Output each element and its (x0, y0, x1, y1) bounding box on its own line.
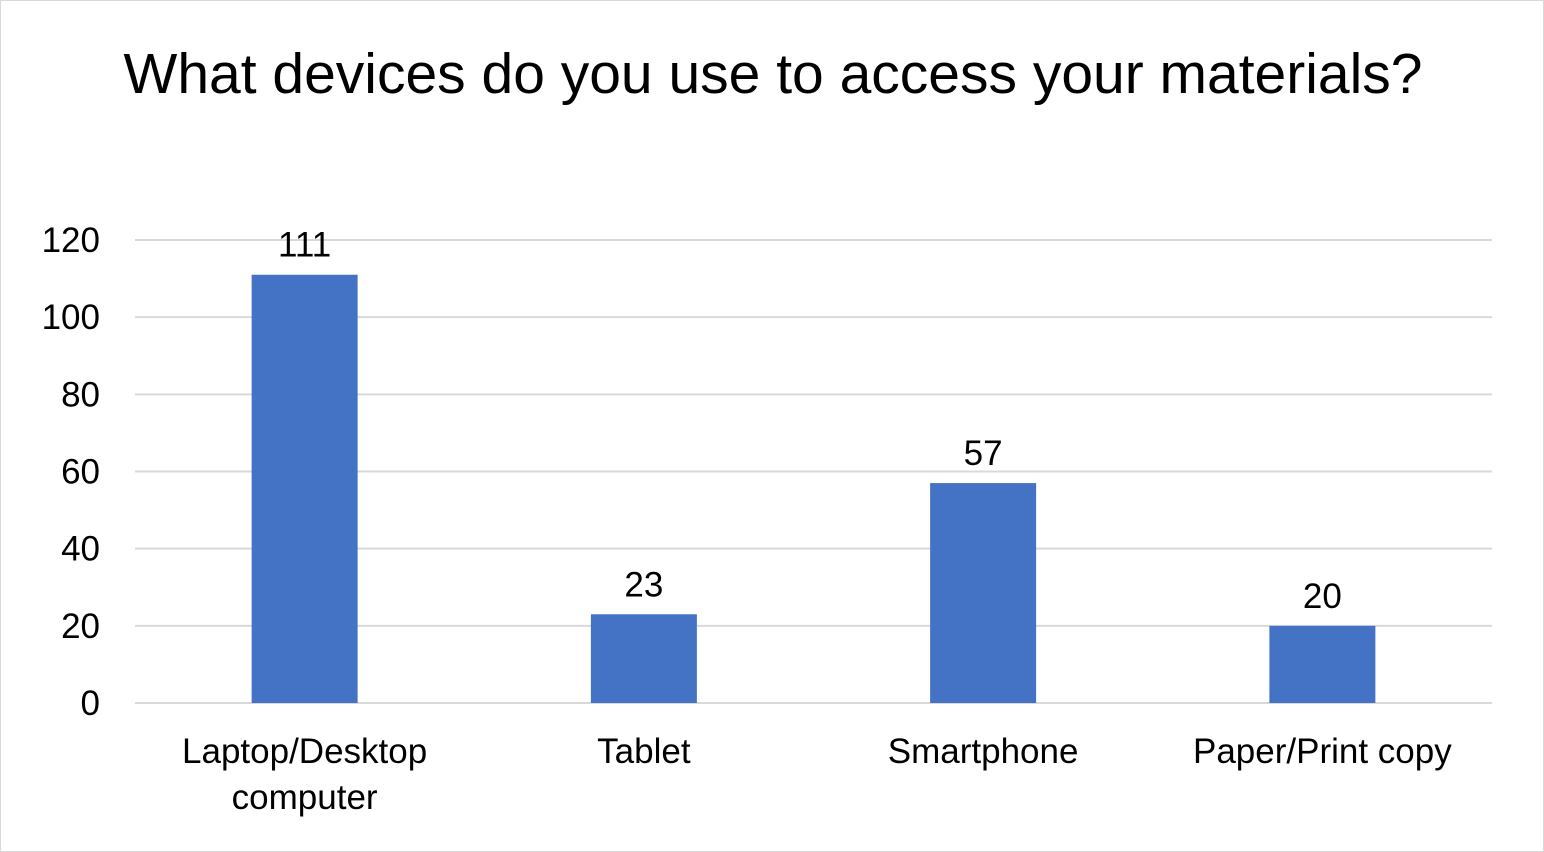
y-axis-ticks: 0 20 40 60 80 100 120 (42, 221, 100, 723)
x-category-label: Smartphone (888, 732, 1079, 771)
data-labels: 111 23 57 20 (278, 226, 1342, 616)
gridlines (135, 239, 1492, 704)
chart-title: What devices do you use to access your m… (123, 42, 1423, 106)
bar (1269, 625, 1376, 703)
x-category-label: Tablet (597, 732, 691, 771)
y-tick-label: 20 (61, 607, 100, 646)
y-tick-label: 120 (42, 221, 100, 260)
bar (590, 614, 697, 703)
x-axis-categories: Laptop/Desktop computer Tablet Smartphone Pa… (182, 732, 1452, 817)
x-category-label: Laptop/Desktop (182, 732, 427, 771)
y-tick-label: 0 (81, 684, 100, 723)
bar (251, 274, 358, 703)
x-category-label: computer (232, 778, 378, 817)
y-tick-label: 80 (61, 375, 100, 414)
y-tick-label: 100 (42, 298, 100, 337)
x-category-label: Paper/Print copy (1193, 732, 1452, 771)
bars (251, 274, 1376, 703)
data-label: 23 (624, 565, 663, 604)
data-label: 111 (278, 226, 331, 265)
bar (930, 483, 1037, 703)
data-label: 57 (964, 434, 1003, 473)
y-tick-label: 40 (61, 530, 100, 569)
y-tick-label: 60 (61, 453, 100, 492)
data-label: 20 (1303, 577, 1342, 616)
